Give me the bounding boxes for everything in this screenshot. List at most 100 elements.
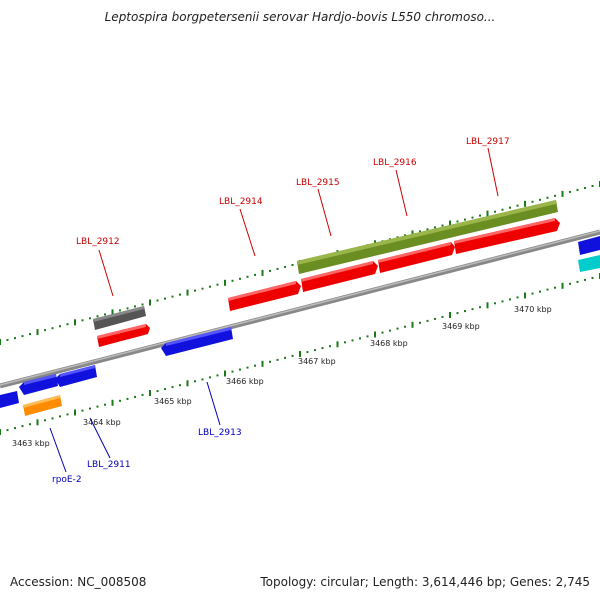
gene-lbl-2911-b[interactable] (55, 365, 97, 387)
label-lbl-2913[interactable]: LBL_2913 (198, 428, 242, 438)
inner-track-tick (119, 399, 121, 402)
inner-track-tick (456, 312, 459, 315)
inner-track-tick (464, 310, 466, 313)
inner-track-tick (584, 278, 586, 281)
inner-track-tick (411, 321, 414, 328)
inner-track-tick (254, 364, 256, 367)
inner-track-tick (96, 405, 99, 408)
gene-lbl-2912-gray[interactable] (93, 306, 146, 330)
outer-track-tick (224, 279, 226, 286)
outer-track-tick (449, 220, 451, 227)
gene-lbl-2915-green[interactable] (297, 200, 558, 274)
outer-track-tick (239, 277, 241, 280)
outer-track-tick (396, 236, 399, 239)
inner-track-tick (531, 292, 534, 295)
outer-track-tick (576, 188, 579, 191)
inner-track-tick (524, 292, 526, 299)
outer-track-tick (434, 226, 436, 229)
gene-lbl-2913[interactable] (161, 327, 233, 356)
outer-track-tick (194, 289, 196, 292)
gene-lbl-2915-red[interactable] (301, 261, 378, 292)
outer-track-tick (494, 210, 496, 213)
outer-track-tick (6, 339, 9, 341)
inner-track-tick (449, 312, 451, 318)
gene-lbl-2916[interactable] (378, 242, 455, 273)
inner-track-tick (336, 341, 339, 348)
inner-track-tick (246, 366, 249, 369)
label-lbl-2911[interactable]: LBL_2911 (87, 460, 131, 470)
kbp-label-3468: 3468 kbp (370, 339, 408, 348)
label-lbl-2912[interactable]: LBL_2912 (76, 237, 120, 247)
inner-track-tick (194, 380, 196, 383)
outer-track-tick (419, 230, 421, 233)
outer-track-tick (186, 289, 189, 296)
outer-track-tick (104, 313, 106, 316)
outer-track-tick (209, 285, 211, 288)
inner-track-tick (344, 341, 346, 344)
genome-summary-text: Topology: circular; Length: 3,614,446 bp… (260, 575, 590, 589)
outer-track-tick (216, 283, 219, 286)
inner-track-tick (186, 380, 189, 387)
outer-track-tick (126, 307, 129, 310)
inner-track-tick (284, 356, 286, 359)
outer-track-tick (254, 273, 256, 276)
inner-track-tick (441, 315, 444, 318)
outer-track-tick (269, 269, 271, 272)
outer-track-tick (486, 210, 489, 217)
inner-track-tick (126, 397, 129, 400)
label-lbl-2914[interactable]: LBL_2914 (219, 197, 263, 207)
label-lbl-2915[interactable]: LBL_2915 (296, 178, 340, 188)
inner-track-tick (569, 282, 571, 285)
inner-track-tick (276, 358, 279, 361)
gene-rpoe-2[interactable] (23, 395, 62, 416)
outer-track-tick (231, 279, 234, 282)
outer-track-tick (119, 309, 121, 312)
outer-track-tick (51, 327, 54, 330)
accession-text: Accession: NC_008508 (10, 575, 147, 589)
label-lbl-2917[interactable]: LBL_2917 (466, 137, 510, 147)
inner-track-tick (486, 302, 489, 309)
outer-track-tick (516, 204, 519, 207)
inner-track-tick (36, 419, 39, 426)
inner-track-tick (434, 317, 436, 320)
gene-right-blue[interactable] (578, 236, 600, 255)
outer-track-tick (456, 220, 459, 223)
outer-track-tick (149, 299, 151, 306)
gene-left-blue[interactable] (0, 391, 19, 408)
outer-track-tick (44, 329, 46, 332)
outer-track-tick (201, 287, 204, 290)
inner-track-tick (291, 354, 294, 357)
outer-track-tick (134, 305, 136, 308)
inner-track-tick (149, 390, 151, 396)
inner-track-tick (261, 360, 264, 367)
outer-track-tick (89, 317, 91, 320)
inner-track-tick (546, 288, 549, 291)
outer-track-tick (66, 323, 69, 326)
gene-lbl-2914[interactable] (228, 281, 301, 311)
kbp-label-3467: 3467 kbp (298, 357, 336, 366)
outer-track-tick (546, 196, 549, 199)
outer-track-tick (179, 293, 181, 296)
inner-track-tick (21, 425, 24, 428)
inner-track-tick (389, 329, 391, 332)
inner-track-tick (381, 331, 384, 334)
gene-right-cyan[interactable] (578, 255, 600, 272)
label-lbl-2916[interactable]: LBL_2916 (373, 158, 417, 168)
inner-track-tick (29, 423, 31, 426)
outer-track-tick (171, 295, 174, 298)
label-rpoe-2[interactable]: rpoE-2 (52, 475, 82, 485)
inner-track-tick (231, 370, 234, 373)
inner-track-tick (104, 403, 106, 406)
outer-track-tick (524, 200, 526, 207)
gene-lbl-2917[interactable] (454, 218, 560, 254)
inner-track-tick (314, 349, 316, 352)
outer-track-tick (276, 267, 279, 270)
outer-track-tick (14, 337, 16, 340)
gene-lbl-2911-a[interactable] (19, 374, 58, 395)
gene-lbl-2912-red[interactable] (97, 324, 150, 347)
outer-track-tick (29, 333, 31, 336)
inner-track-tick (374, 331, 376, 338)
inner-track-tick (321, 347, 324, 350)
outer-track-tick (81, 319, 84, 322)
inner-track-tick (141, 393, 144, 396)
